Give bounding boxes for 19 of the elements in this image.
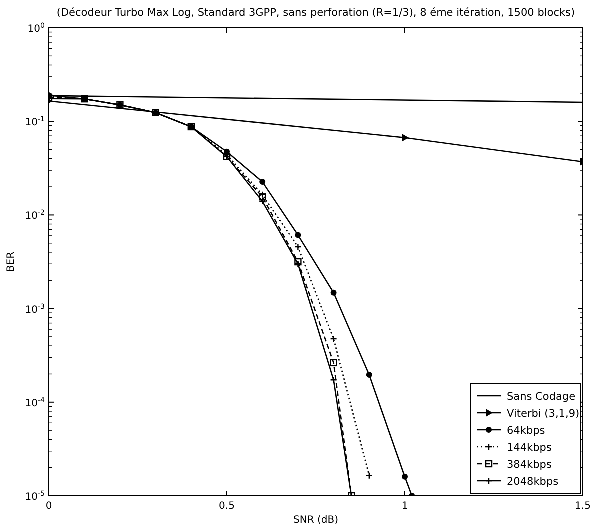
y-tick-label: 10$^{-3}$ — [25, 302, 45, 316]
x-tick-label: 0.5 — [219, 501, 235, 512]
legend-label: 384kbps — [507, 459, 552, 471]
legend-label: 2048kbps — [507, 476, 559, 488]
y-tick-label: 10$^{-5}$ — [25, 490, 45, 503]
x-tick-label: 1.5 — [575, 501, 591, 512]
legend-label: Viterbi (3,1,9) — [507, 408, 580, 420]
x-axis-title: SNR (dB) — [294, 515, 339, 526]
x-tick-label: 0 — [46, 501, 52, 512]
legend-label: 64kbps — [507, 425, 546, 437]
chart-title: (Décodeur Turbo Max Log, Standard 3GPP, sans perforation (R=1/3), 8 éme itération, 1500 blocks) — [56, 7, 576, 19]
x-tick-label: 1 — [402, 501, 408, 512]
legend-label: Sans Codage — [507, 391, 576, 403]
y-tick-label: 10$^{-2}$ — [25, 209, 45, 222]
legend-label: 144kbps — [507, 442, 552, 454]
y-tick-label: 10$^{-1}$ — [25, 116, 45, 129]
y-axis-title: BER — [6, 252, 17, 272]
y-tick-label: 10$^{0}$ — [28, 22, 45, 35]
y-tick-label: 10$^{-4}$ — [25, 396, 46, 410]
